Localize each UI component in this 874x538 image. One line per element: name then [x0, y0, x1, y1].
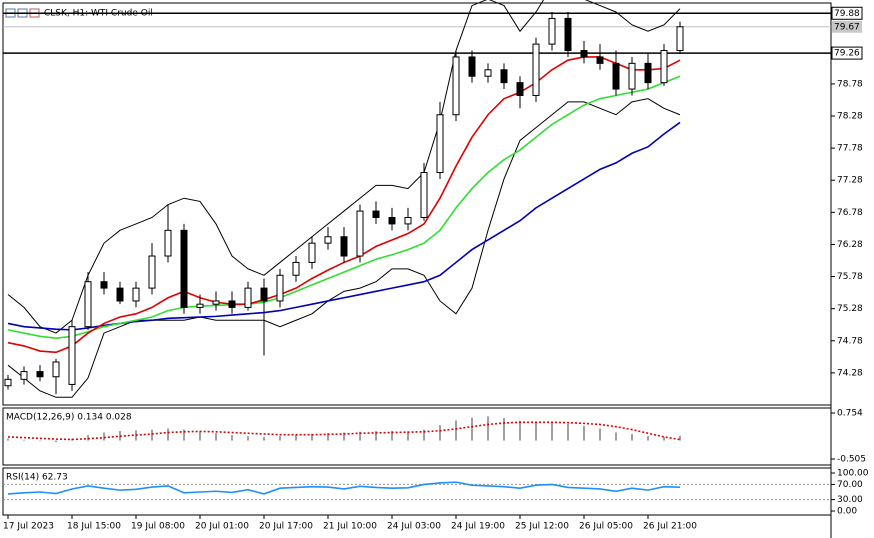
y-tick-label: -0.505	[837, 455, 866, 465]
candle-body	[52, 361, 60, 378]
last-price-label: 79.67	[834, 22, 860, 32]
candle-body	[436, 114, 444, 174]
y-tick-label: 76.28	[837, 240, 863, 250]
candle-body	[532, 43, 540, 96]
y-tick-label: 30.00	[837, 495, 863, 505]
y-tick-label: 100.00	[837, 469, 869, 479]
candle-body	[516, 82, 524, 96]
rsi-panel	[2, 467, 832, 516]
candle-body	[452, 56, 460, 116]
price-label: 79.88	[834, 9, 860, 19]
price-label-box	[831, 6, 863, 20]
y-tick-label: 77.28	[837, 176, 863, 186]
last-price-box	[832, 20, 862, 33]
candle-body	[196, 303, 204, 308]
x-tick-label: 20 Jul 01:00	[195, 522, 249, 532]
moving-average	[7, 56, 681, 354]
candle-body	[324, 236, 332, 244]
candle-body	[596, 56, 604, 64]
y-tick-label: 78.78	[837, 79, 863, 89]
candle-body	[580, 50, 588, 58]
candle-body	[116, 287, 124, 302]
candle-body	[340, 236, 348, 257]
x-tick-label: 26 Jul 05:00	[579, 522, 633, 532]
candle-body	[548, 17, 556, 45]
candle-body	[660, 50, 668, 84]
candle-body	[372, 210, 380, 218]
candle-body	[260, 287, 268, 302]
price-label: 79.26	[834, 49, 860, 59]
candle-body	[100, 281, 108, 289]
candle-body	[404, 216, 412, 225]
candle-body	[420, 172, 428, 218]
moving-average	[7, 75, 681, 340]
y-tick-label: 70.00	[837, 480, 863, 490]
candle-body	[308, 242, 316, 263]
x-tick-label: 18 Jul 15:00	[67, 522, 121, 532]
x-tick-label: 24 Jul 19:00	[451, 522, 505, 532]
macd-title: MACD(12,26,9) 0.134 0.028	[6, 413, 132, 423]
y-tick-label: 76.78	[837, 208, 863, 218]
candle-body	[68, 326, 76, 385]
y-tick-label: 0.754	[837, 409, 863, 419]
price-label-box	[831, 46, 863, 60]
rsi-line	[7, 481, 681, 495]
x-tick-label: 17 Jul 2023	[3, 522, 54, 532]
candle-body	[276, 274, 284, 302]
x-tick-label: 19 Jul 08:00	[131, 522, 185, 532]
moving-average	[7, 121, 681, 331]
x-tick-label: 25 Jul 12:00	[515, 522, 569, 532]
candle-body	[244, 287, 252, 308]
candle-body	[292, 261, 300, 276]
candle-body	[180, 229, 188, 308]
candle-body	[4, 378, 12, 387]
candle-body	[212, 300, 220, 305]
candle-body	[20, 371, 28, 380]
candle-body	[84, 281, 92, 328]
candle-body	[500, 69, 508, 84]
y-tick-label: 75.28	[837, 304, 863, 314]
y-tick-label: 77.78	[837, 144, 863, 154]
candle-body	[468, 56, 476, 77]
candle-body	[36, 371, 44, 378]
y-tick-label: 75.78	[837, 272, 863, 282]
candle-body	[564, 17, 572, 52]
candle-body	[628, 62, 636, 90]
x-tick-label: 24 Jul 03:00	[387, 522, 441, 532]
rsi-title: RSI(14) 62.73	[6, 473, 68, 483]
signal-line	[7, 421, 681, 441]
candle-body	[132, 287, 140, 302]
x-tick-label: 20 Jul 17:00	[259, 522, 313, 532]
candle-body	[356, 210, 364, 257]
candle-body	[388, 216, 396, 225]
candle-body	[148, 255, 156, 289]
y-tick-label: 0.00	[837, 507, 857, 517]
candle-body	[164, 229, 172, 257]
candle-body	[676, 26, 684, 52]
candle-body	[228, 300, 236, 308]
y-tick-label: 74.28	[837, 368, 863, 378]
candle-body	[644, 62, 652, 84]
x-tick-label: 21 Jul 10:00	[323, 522, 377, 532]
band-line	[7, 0, 681, 334]
y-tick-label: 78.28	[837, 112, 863, 122]
y-tick-label: 74.78	[837, 336, 863, 346]
x-tick-label: 26 Jul 21:00	[643, 522, 697, 532]
band-line	[7, 98, 681, 398]
candle-body	[612, 62, 620, 90]
candle-body	[484, 69, 492, 77]
main-panel	[2, 2, 832, 406]
